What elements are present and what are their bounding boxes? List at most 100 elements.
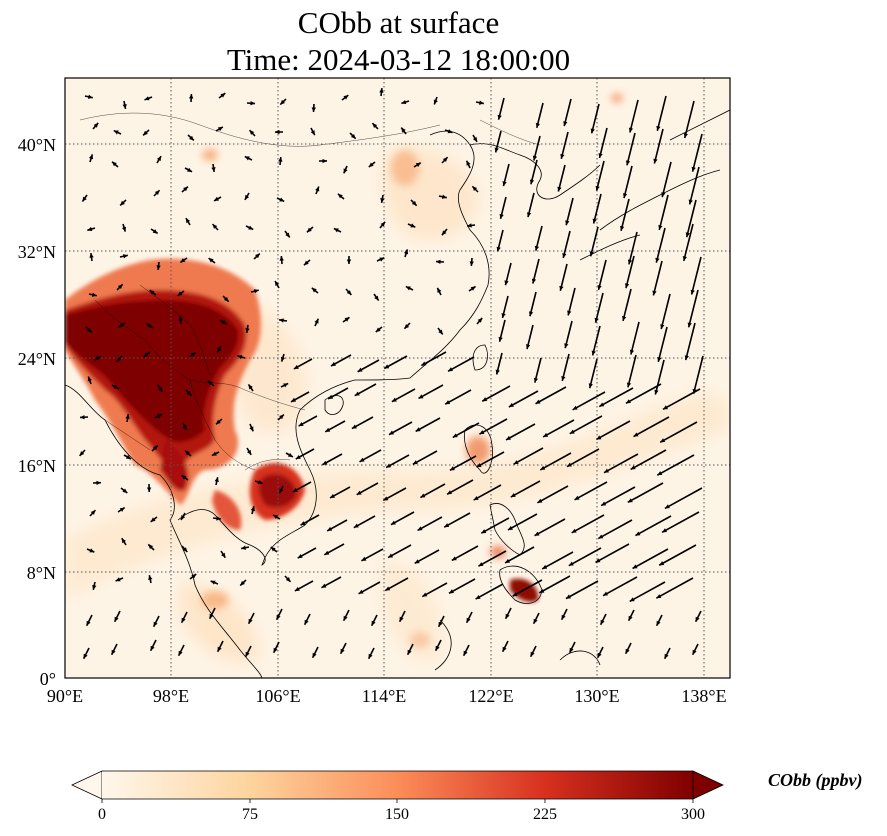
wind-vector-head (513, 460, 519, 465)
wind-vector (569, 415, 603, 435)
wind-vector (655, 577, 694, 599)
wind-vector (412, 450, 438, 466)
wind-vector-head (321, 583, 327, 588)
wind-vector-head (122, 488, 128, 493)
wind-vector-head (354, 391, 360, 396)
wind-vector (421, 582, 448, 598)
wind-vector-head (379, 257, 385, 262)
wind-vector-head (635, 531, 641, 536)
wind-vector-head (240, 580, 245, 586)
co-hotspot-indochina (65, 258, 262, 505)
wind-vector (447, 356, 475, 372)
wind-vector-head (591, 350, 596, 356)
wind-vector-head (186, 391, 192, 396)
wind-vector-head (466, 160, 471, 166)
wind-vector-head (221, 319, 227, 325)
wind-vector-head (539, 588, 545, 593)
wind-vector (508, 390, 539, 408)
wind-vector-head (504, 280, 509, 286)
wind-vector-head (595, 558, 601, 563)
wind-vector-head (223, 296, 229, 302)
wind-vector (535, 386, 567, 405)
wind-vector-head (685, 232, 690, 238)
wind-vector-head (343, 168, 348, 174)
wind-vector-head (143, 130, 148, 136)
wind-vector (629, 581, 666, 603)
wind-vector (594, 292, 604, 323)
wind-vector-head (629, 349, 635, 355)
wind-vector-head (279, 488, 284, 494)
wind-vector-head (216, 346, 222, 352)
wind-vector-head (411, 200, 417, 206)
wind-vector (627, 482, 664, 504)
wind-vector (562, 230, 571, 259)
wind-vector-head (87, 226, 93, 232)
wind-vector-head (185, 450, 190, 456)
wind-vector-head (466, 617, 471, 623)
wind-vector (683, 100, 695, 139)
wind-vector (684, 322, 696, 361)
wind-vector-head (601, 501, 607, 506)
wind-vector-head (596, 435, 602, 440)
wind-vector-head (628, 127, 634, 133)
wind-vector (420, 483, 446, 499)
wind-vector (597, 259, 607, 291)
wind-vector-head (273, 647, 278, 653)
map-timestamp: Time: 2024-03-12 18:00:00 (226, 42, 571, 77)
wind-vector-head (216, 516, 221, 521)
wind-vector-head (154, 190, 160, 195)
wind-vector-head (368, 653, 373, 659)
wind-vector-head (475, 594, 481, 600)
wind-vector-head (217, 126, 223, 132)
wind-vector-head (303, 260, 309, 266)
wind-vector-head (322, 158, 327, 164)
wind-vector-head (116, 357, 122, 362)
wind-vector (602, 576, 638, 597)
wind-vector-head (566, 462, 572, 467)
wind-vector-head (178, 316, 183, 321)
wind-vector-head (220, 93, 226, 98)
wind-vector-head (688, 199, 693, 205)
wind-vector (652, 260, 663, 296)
wind-vector-head (353, 523, 359, 528)
wind-vector-head (279, 256, 284, 261)
wind-vector-head (540, 465, 546, 470)
wind-vector-head (652, 290, 657, 296)
wind-vector-head (628, 615, 633, 621)
wind-vector-head (633, 432, 639, 437)
wind-vector-head (275, 281, 280, 287)
wind-vector-head (276, 614, 281, 620)
wind-vector-head (343, 95, 349, 100)
wind-vector (590, 103, 600, 134)
wind-vector-head (257, 479, 263, 485)
wind-vector (661, 511, 700, 534)
wind-vector-head (563, 121, 568, 127)
wind-vector-head (330, 361, 336, 367)
wind-vector-head (624, 283, 630, 289)
wind-vector-head (177, 291, 183, 296)
wind-vector (574, 481, 608, 501)
wind-vector (620, 198, 630, 231)
wind-vector-head (658, 225, 663, 230)
wind-vector (632, 548, 669, 570)
wind-vector-head (189, 94, 194, 99)
wind-vector-head (662, 528, 668, 533)
wind-vector (537, 485, 569, 504)
wind-vector-head (390, 520, 396, 525)
wind-vector-head (91, 292, 97, 297)
wind-vector-head (528, 311, 534, 317)
wind-vector (603, 453, 639, 474)
wind-vector-head (418, 394, 424, 399)
wind-vector (539, 452, 572, 471)
wind-vector-head (350, 133, 356, 139)
wind-vector-head (415, 162, 421, 167)
wind-vector-head (630, 465, 636, 470)
wind-vector-head (190, 352, 196, 357)
wind-vector-head (472, 136, 478, 142)
wind-vector-head (498, 336, 503, 342)
wind-vector-head (356, 490, 362, 495)
wind-vector-head (604, 468, 610, 473)
wind-vector-head (436, 259, 441, 264)
wind-vector-head (494, 147, 499, 153)
